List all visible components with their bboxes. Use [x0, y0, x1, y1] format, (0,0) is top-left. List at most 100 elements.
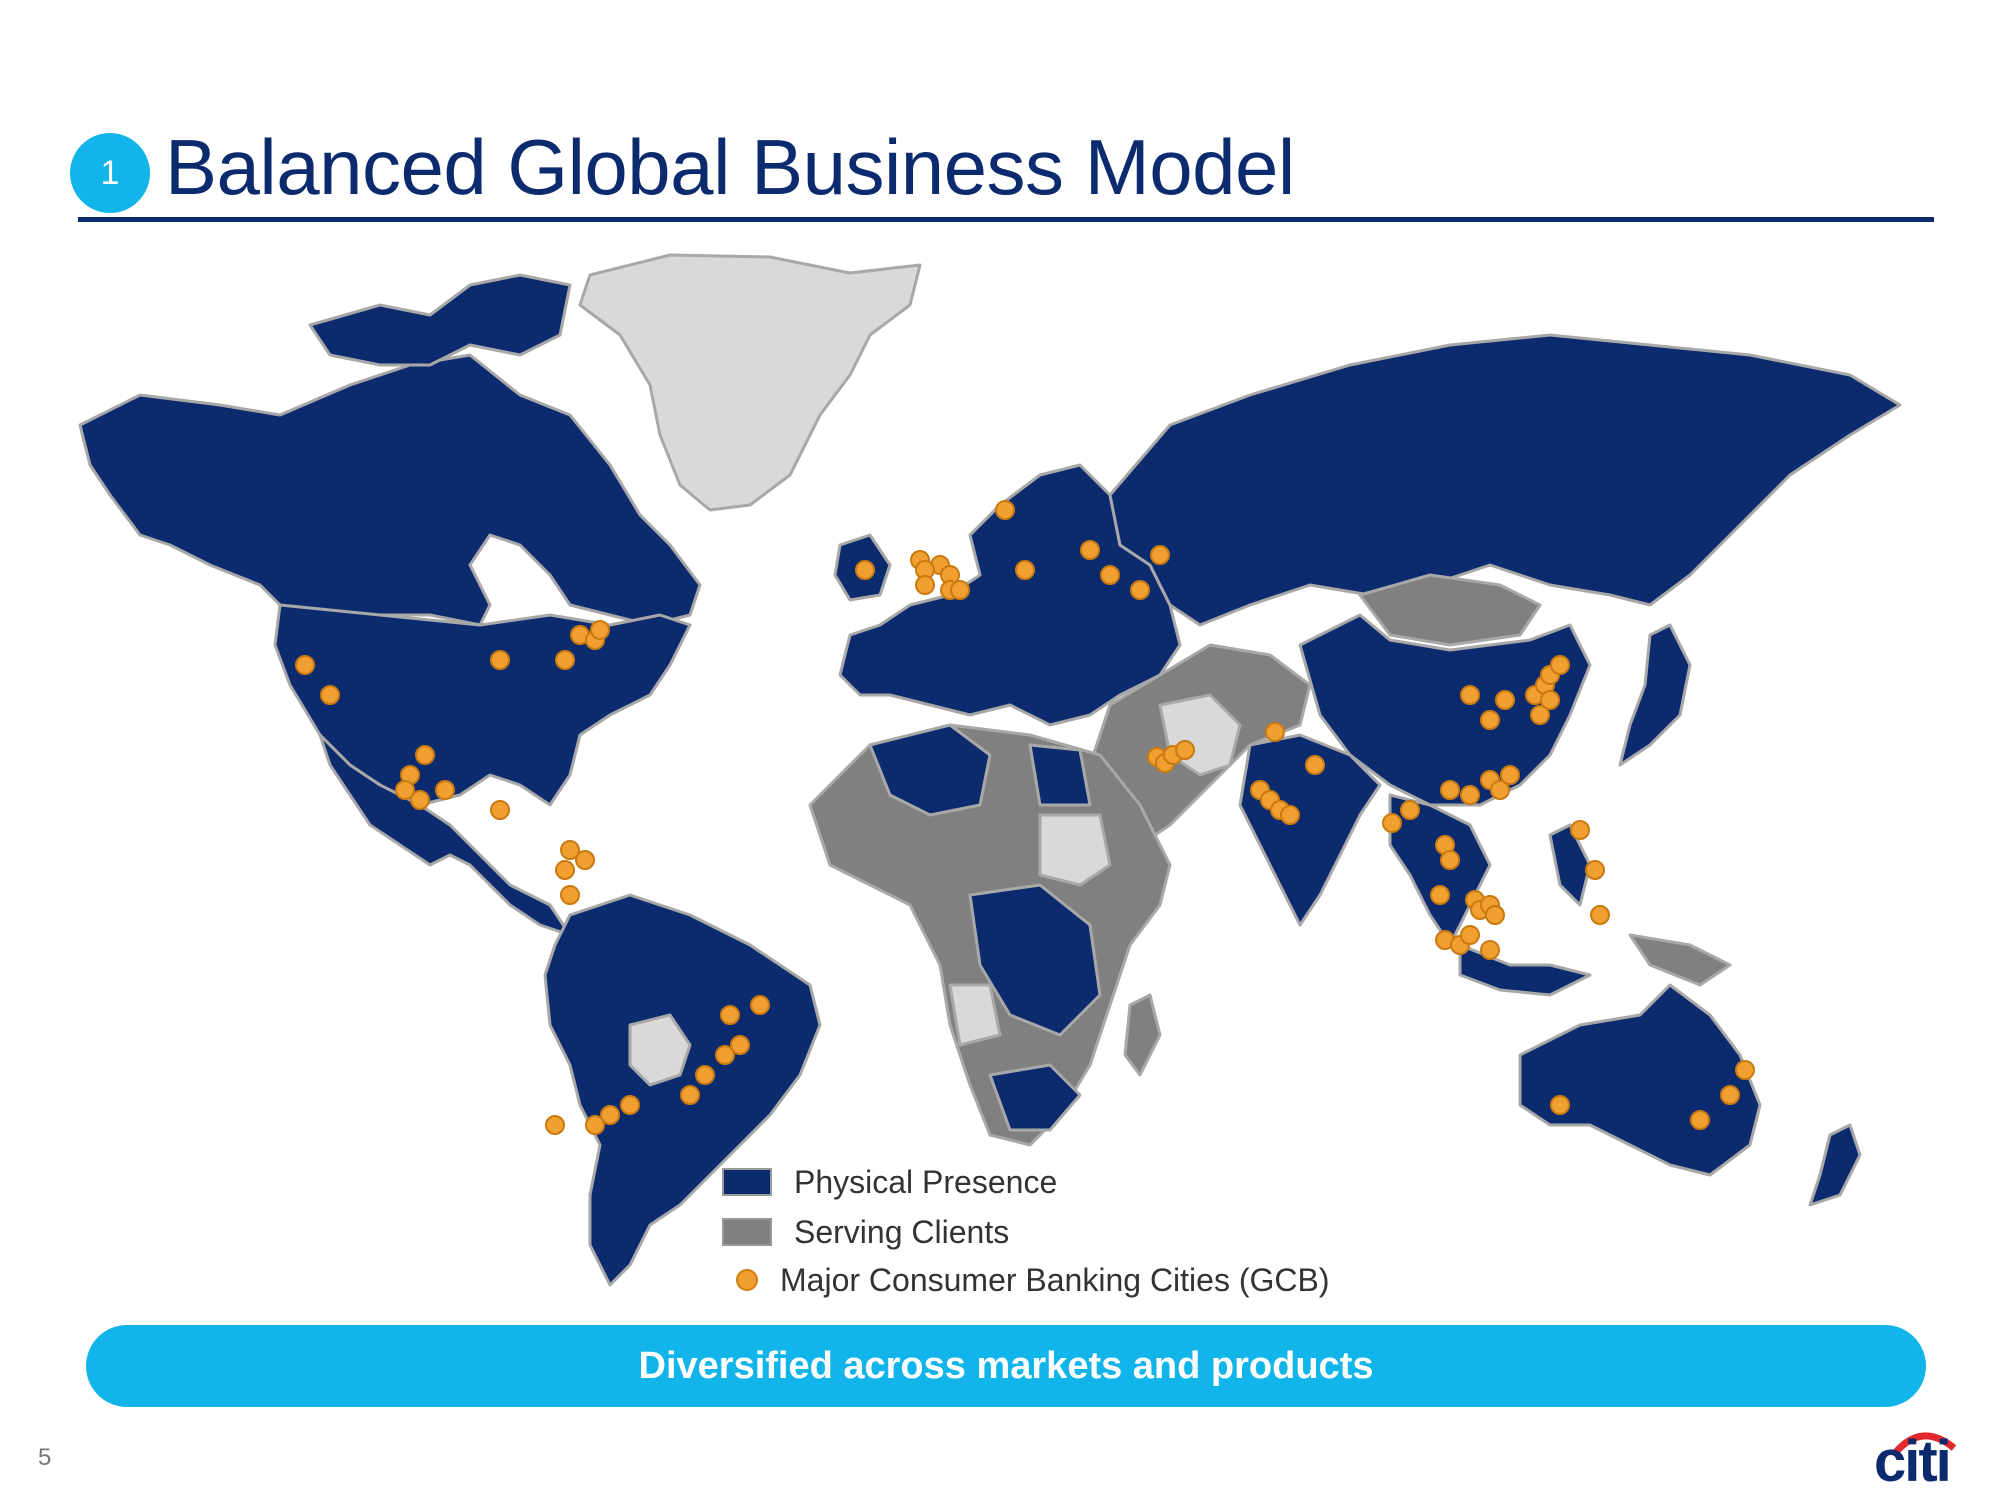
africa-presence-central	[968, 883, 1102, 1037]
gcb-city-marker	[1590, 905, 1610, 925]
gcb-city-marker	[695, 1065, 715, 1085]
gcb-city-marker	[1720, 1085, 1740, 1105]
gcb-city-marker	[855, 560, 875, 580]
physical-presence-swatch	[722, 1168, 772, 1196]
madagascar-region	[1123, 993, 1162, 1077]
legend-label-physical: Physical Presence	[794, 1163, 1058, 1200]
gcb-city-marker	[545, 1115, 565, 1135]
legend-gcb-cities: Major Consumer Banking Cities (GCB)	[722, 1260, 1330, 1300]
citi-logo-text: citi	[1874, 1429, 1952, 1494]
gcb-city-marker	[555, 860, 575, 880]
gcb-city-marker	[720, 1005, 740, 1025]
gcb-city-marker	[295, 655, 315, 675]
gcb-city-marker	[1480, 710, 1500, 730]
gcb-city-marker	[1460, 785, 1480, 805]
gcb-city-marker	[1265, 722, 1285, 742]
gcb-city-marker	[1430, 885, 1450, 905]
gcb-city-marker	[410, 790, 430, 810]
new-zealand-region	[1808, 1123, 1862, 1207]
gcb-city-marker	[415, 745, 435, 765]
gcb-city-markers	[295, 500, 1755, 1135]
section-number-badge: 1	[70, 133, 150, 213]
map-legend: Physical Presence Serving Clients Major …	[722, 1162, 1442, 1302]
africa-presence-north	[868, 723, 992, 817]
gcb-city-marker	[1080, 540, 1100, 560]
arctic-islands-region	[308, 273, 572, 367]
gcb-city-marker	[490, 650, 510, 670]
gcb-city-marker	[395, 780, 415, 800]
world-map	[78, 253, 1902, 1287]
gcb-city-marker	[1440, 780, 1460, 800]
legend-physical-presence: Physical Presence	[722, 1162, 1057, 1202]
canada-alaska-region	[78, 353, 702, 627]
gcb-city-marker	[560, 840, 580, 860]
gcb-city-marker	[680, 1085, 700, 1105]
africa-presence-egypt	[1028, 743, 1092, 807]
papua-new-guinea-region	[1628, 933, 1732, 987]
gcb-city-marker	[915, 575, 935, 595]
gcb-city-marker	[600, 1105, 620, 1125]
gcb-city-marker	[1130, 580, 1150, 600]
citi-logo-arc-icon	[1893, 1432, 1957, 1455]
angola-region	[948, 983, 1002, 1047]
china-region	[1298, 613, 1592, 807]
page-title: Balanced Global Business Model	[165, 123, 1295, 211]
australia-region	[1518, 983, 1762, 1177]
gcb-city-marker	[1485, 905, 1505, 925]
gcb-city-marker	[1400, 800, 1420, 820]
gcb-city-marker	[1530, 705, 1550, 725]
serving-clients-swatch	[722, 1218, 772, 1246]
gcb-city-marker	[560, 885, 580, 905]
gcb-city-marker	[1585, 860, 1605, 880]
gcb-city-marker	[1540, 690, 1560, 710]
bolivia-region	[628, 1013, 692, 1087]
gcb-city-marker	[585, 1115, 605, 1135]
page-number: 5	[38, 1444, 52, 1471]
gcb-city-marker	[555, 650, 575, 670]
africa-presence-south	[988, 1063, 1082, 1132]
gcb-city-marker	[490, 800, 510, 820]
title-divider	[78, 217, 1934, 222]
summary-banner: Diversified across markets and products	[86, 1325, 1926, 1407]
gcb-city-marker	[1305, 755, 1325, 775]
gcb-city-marker	[620, 1095, 640, 1115]
gcb-city-dot-icon	[736, 1269, 758, 1291]
gcb-city-marker	[950, 580, 970, 600]
gcb-city-marker	[1550, 1095, 1570, 1115]
greenland-region	[578, 253, 922, 512]
mongolia-region	[1358, 573, 1542, 647]
gcb-city-marker	[995, 500, 1015, 520]
legend-label-serving: Serving Clients	[794, 1213, 1010, 1250]
gcb-city-marker	[1460, 925, 1480, 945]
india-region	[1238, 733, 1382, 927]
russia-region	[1108, 333, 1902, 627]
banner-text: Diversified across markets and products	[638, 1344, 1374, 1387]
southeast-asia-region	[1388, 793, 1492, 947]
gcb-city-marker	[1460, 685, 1480, 705]
gcb-city-marker	[1500, 765, 1520, 785]
gcb-city-marker	[435, 780, 455, 800]
legend-label-gcb: Major Consumer Banking Cities (GCB)	[780, 1261, 1330, 1298]
indonesia-region	[1458, 943, 1592, 997]
gcb-city-marker	[730, 1035, 750, 1055]
philippines-region	[1548, 823, 1592, 907]
gcb-city-marker	[575, 850, 595, 870]
gcb-city-marker	[1495, 690, 1515, 710]
gcb-city-marker	[1280, 805, 1300, 825]
gcb-city-marker	[1570, 820, 1590, 840]
japan-region	[1618, 623, 1692, 767]
gcb-city-marker	[715, 1045, 735, 1065]
gcb-city-marker	[1382, 813, 1402, 833]
gcb-city-marker	[590, 620, 610, 640]
gcb-city-marker	[1735, 1060, 1755, 1080]
gcb-city-marker	[1150, 545, 1170, 565]
gcb-city-marker	[1490, 780, 1510, 800]
gcb-city-marker	[1550, 655, 1570, 675]
gcb-city-marker	[750, 995, 770, 1015]
gcb-city-marker	[1175, 740, 1195, 760]
gcb-city-marker	[1015, 560, 1035, 580]
gcb-city-marker	[1100, 565, 1120, 585]
gcb-city-marker	[1440, 850, 1460, 870]
sudan-region	[1038, 813, 1112, 887]
citi-logo: citi	[1868, 1418, 1978, 1494]
